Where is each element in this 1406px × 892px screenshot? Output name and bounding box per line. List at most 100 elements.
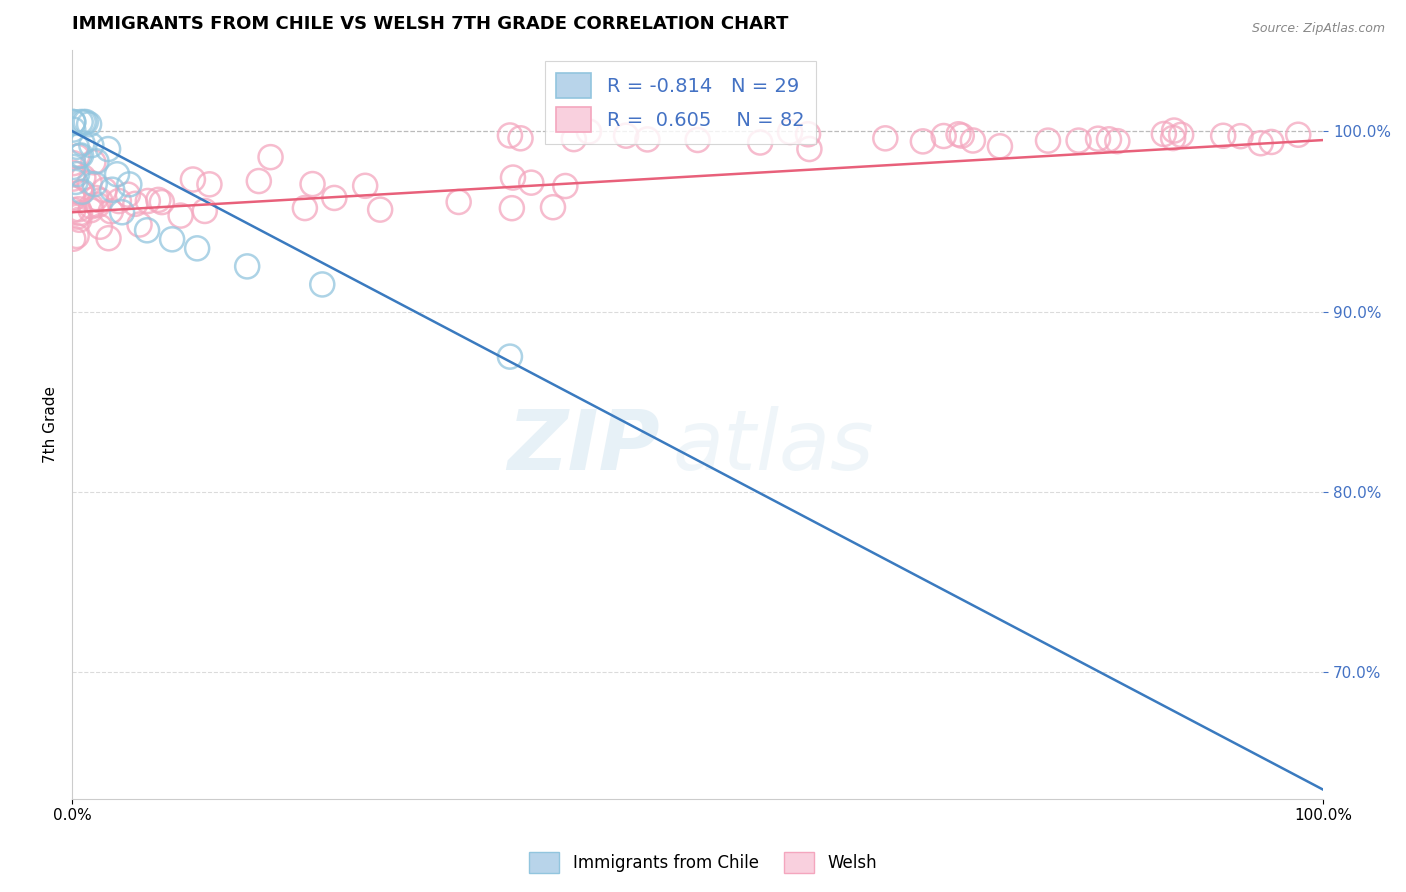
Point [311,277,333,292]
Point [636,132,658,146]
Point [150,195,173,210]
Point [72,136,94,150]
Point [160,232,183,246]
Legend: Immigrants from Chile, Welsh: Immigrants from Chile, Welsh [523,846,883,880]
Point [87,198,110,212]
Point [294,201,316,215]
Point [1286,128,1309,142]
Point [181,172,204,186]
Point [1250,136,1272,151]
Point [97,142,120,156]
Point [541,200,564,214]
Point [962,134,984,148]
Point [499,350,522,364]
Point [198,178,221,192]
Point [875,131,897,145]
Point [236,260,259,274]
Point [111,205,134,219]
Point [1229,129,1251,144]
Point [501,201,523,215]
Point [1107,134,1129,148]
Point [62,160,84,174]
Point [80,138,103,153]
Point [1163,123,1185,137]
Point [124,196,146,211]
Point [66,167,89,181]
Point [100,204,122,219]
Point [69,115,91,129]
Point [186,241,208,255]
Point [66,150,89,164]
Point [67,149,90,163]
Point [749,136,772,150]
Point [62,171,84,186]
Point [67,212,90,227]
Point [247,174,270,188]
Point [65,229,87,244]
Point [72,170,94,185]
Point [323,191,346,205]
Text: ZIP: ZIP [508,406,659,487]
Point [1260,135,1282,149]
Point [1170,128,1192,142]
Point [69,185,91,199]
Point [70,148,93,162]
Point [797,127,820,141]
Text: IMMIGRANTS FROM CHILE VS WELSH 7TH GRADE CORRELATION CHART: IMMIGRANTS FROM CHILE VS WELSH 7TH GRADE… [72,15,789,33]
Point [89,194,111,208]
Y-axis label: 7th Grade: 7th Grade [44,386,58,463]
Point [911,135,934,149]
Point [1087,131,1109,145]
Point [136,194,159,208]
Point [82,155,104,169]
Point [1098,132,1121,146]
Point [69,186,91,200]
Point [77,117,100,131]
Point [62,115,84,129]
Point [93,183,115,197]
Point [1036,134,1059,148]
Text: Source: ZipAtlas.com: Source: ZipAtlas.com [1251,22,1385,36]
Point [83,177,105,191]
Point [988,139,1011,153]
Point [62,192,84,206]
Point [169,209,191,223]
Point [562,132,585,146]
Point [84,191,107,205]
Point [447,194,470,209]
Point [1153,127,1175,141]
Point [686,133,709,147]
Point [128,218,150,232]
Point [509,131,531,145]
Point [799,142,821,156]
Point [79,176,101,190]
Point [950,128,973,143]
Legend: R = -0.814   N = 29, R =  0.605    N = 82: R = -0.814 N = 29, R = 0.605 N = 82 [544,61,817,145]
Point [79,203,101,218]
Point [66,140,89,154]
Point [1161,131,1184,145]
Point [368,202,391,217]
Point [301,177,323,191]
Point [62,156,84,170]
Point [354,178,377,193]
Point [502,170,524,185]
Point [101,183,124,197]
Point [62,232,84,246]
Point [62,122,84,136]
Point [932,128,955,143]
Point [72,115,94,129]
Point [1067,134,1090,148]
Point [86,154,108,169]
Point [520,176,543,190]
Point [194,203,217,218]
Point [499,128,522,143]
Point [259,150,281,164]
Point [75,115,97,129]
Text: atlas: atlas [672,406,875,487]
Point [66,210,89,224]
Point [62,115,84,129]
Point [105,167,128,181]
Point [1212,128,1234,143]
Point [948,128,970,142]
